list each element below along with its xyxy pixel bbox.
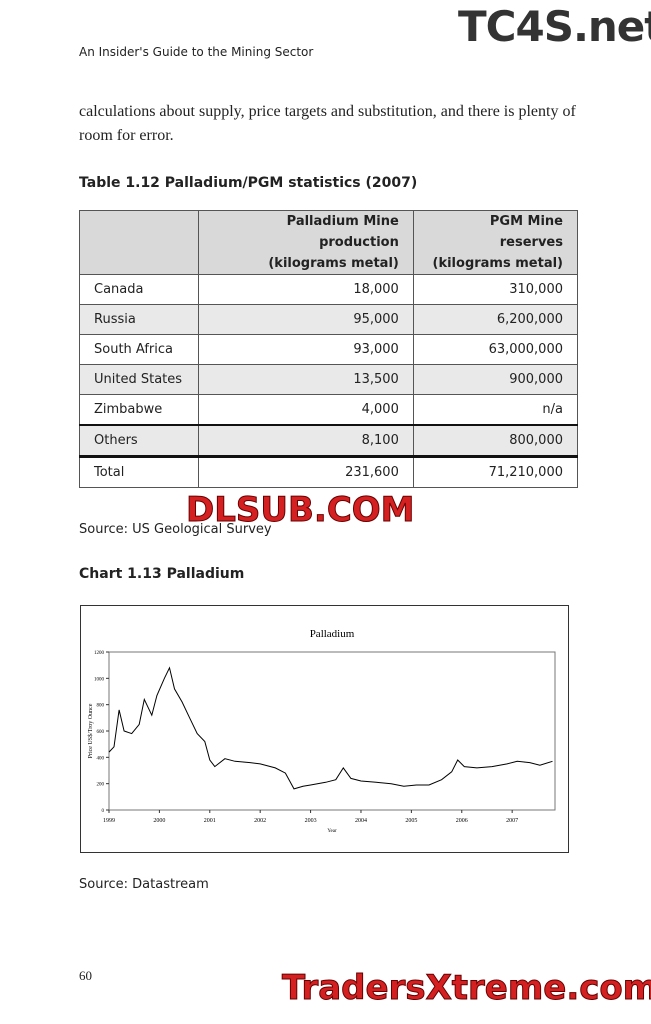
table-row: Canada 18,000 310,000 <box>79 274 579 305</box>
table-cell: 900,000 <box>412 364 579 395</box>
table-cell: 18,000 <box>198 274 414 305</box>
y-tick-label: 1200 <box>94 651 105 656</box>
x-tick-label: 2003 <box>305 818 317 824</box>
table-row: Russia 95,000 6,200,000 <box>79 304 579 335</box>
table-cell: 13,500 <box>198 364 414 395</box>
y-axis-label: Price US$/Troy Ounce <box>87 703 94 758</box>
price-line <box>108 666 553 790</box>
table-cell: 93,000 <box>198 334 414 365</box>
x-tick-label: 2004 <box>355 818 367 824</box>
table-row: South Africa 93,000 63,000,000 <box>79 334 579 365</box>
header-row: Palladium Mine production (kilograms meta… <box>79 210 579 275</box>
chart-source: Source: Datastream <box>79 877 209 892</box>
header-text: PGM Mine reserves <box>489 214 563 250</box>
table-cell: Zimbabwe <box>79 394 199 426</box>
table-cell: Russia <box>79 304 199 335</box>
table-source: Source: US Geological Survey <box>79 522 272 537</box>
x-tick-label: 2005 <box>405 818 417 824</box>
header-text: (kilograms metal) <box>432 256 563 271</box>
table-cell: South Africa <box>79 334 199 365</box>
table-row: Total 231,600 71,210,000 <box>79 455 579 488</box>
page-number: 60 <box>79 968 92 983</box>
watermark: TC4S.net <box>458 2 651 51</box>
table-row: Others 8,100 800,000 <box>79 424 579 457</box>
y-tick-label: 0 <box>102 809 105 814</box>
table-caption: Table 1.12 Palladium/PGM statistics (200… <box>79 175 418 191</box>
table-cell: 800,000 <box>412 424 579 457</box>
table-cell: Canada <box>79 274 199 305</box>
chart-frame <box>80 605 569 853</box>
table-cell: 231,600 <box>198 455 414 488</box>
y-tick-label: 600 <box>97 730 105 735</box>
column-header: Palladium Mine production (kilograms meta… <box>198 210 414 275</box>
table-cell: Total <box>79 455 199 488</box>
table-cell: Others <box>79 424 199 457</box>
watermark: TradersXtreme.com <box>281 968 651 1009</box>
x-tick-label: 1999 <box>103 818 115 824</box>
table-row: United States 13,500 900,000 <box>79 364 579 395</box>
x-tick-label: 2007 <box>506 818 518 824</box>
table-cell: 4,000 <box>198 394 414 426</box>
watermark: DLSUB.COM <box>186 490 416 531</box>
chart-caption: Chart 1.13 Palladium <box>79 566 245 582</box>
column-header <box>79 210 199 275</box>
x-axis-label: Year <box>327 829 337 834</box>
header-text: (kilograms metal) <box>268 256 399 271</box>
table: Palladium Mine production (kilograms meta… <box>79 210 579 488</box>
table-cell: 8,100 <box>198 424 414 457</box>
x-tick-label: 2000 <box>153 818 165 824</box>
header-text: Palladium Mine production <box>286 214 399 250</box>
x-tick-label: 2001 <box>204 818 216 824</box>
paragraph: calculations about supply, price targets… <box>79 103 576 144</box>
y-tick-label: 1000 <box>94 677 105 682</box>
chart-title: Palladium <box>310 628 355 640</box>
table-cell: 95,000 <box>198 304 414 335</box>
chart: Palladium 0 200 400 600 800 1000 1200 1999 2000 20… <box>80 605 569 853</box>
column-header: PGM Mine reserves (kilograms metal) <box>412 210 579 275</box>
table-cell: United States <box>79 364 199 395</box>
table-cell: 71,210,000 <box>412 455 579 488</box>
running-title: An Insider's Guide to the Mining Sector <box>79 45 314 59</box>
table-cell: 310,000 <box>412 274 579 305</box>
y-tick-label: 800 <box>97 704 105 709</box>
x-tick-label: 2002 <box>254 818 266 824</box>
table-cell: 6,200,000 <box>412 304 579 335</box>
x-tick-label: 2006 <box>456 818 468 824</box>
table-row: Zimbabwe 4,000 n/a <box>79 394 579 426</box>
y-tick-label: 200 <box>97 783 105 788</box>
y-tick-label: 400 <box>97 756 105 761</box>
table-cell: 63,000,000 <box>412 334 579 365</box>
table-cell: n/a <box>412 394 579 426</box>
